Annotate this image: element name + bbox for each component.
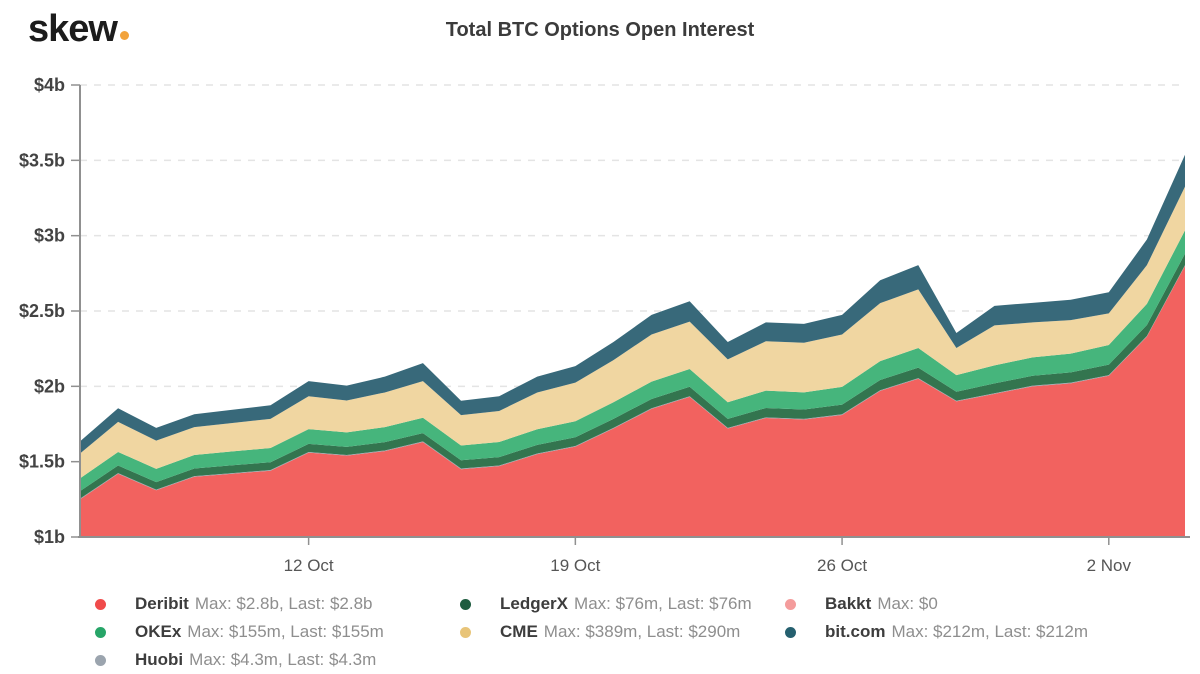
legend-dot-icon (460, 598, 471, 610)
area-ledgerx (80, 253, 1185, 499)
legend-item-bitcom[interactable]: bit.com Max: $212m, Last: $212m (785, 618, 1088, 646)
legend-column-3: Bakkt Max: $0 bit.com Max: $212m, Last: $21… (785, 590, 1088, 646)
legend-item-bakkt[interactable]: Bakkt Max: $0 (785, 590, 1088, 618)
area-cme (80, 186, 1185, 479)
y-axis-label: $3.5b (19, 150, 65, 170)
chart-title: Total BTC Options Open Interest (445, 19, 755, 41)
legend-dot-icon (95, 626, 106, 638)
chart-header: skew Total BTC Options Open Interest (0, 0, 1200, 60)
y-axis-label: $2.5b (19, 301, 65, 321)
legend-item-okex[interactable]: OKEx Max: $155m, Last: $155m (95, 618, 384, 646)
legend-series-stats: Max: $212m, Last: $212m (891, 622, 1088, 641)
legend-series-name: OKEx (135, 622, 182, 641)
legend-column-1: Deribit Max: $2.8b, Last: $2.8b OKEx Max: $… (95, 590, 384, 674)
legend-series-stats: Max: $4.3m, Last: $4.3m (189, 650, 377, 669)
y-axis-label: $3b (34, 226, 65, 246)
legend-series-stats: Max: $389m, Last: $290m (543, 622, 741, 641)
legend-dot-icon (460, 626, 471, 638)
legend-series-stats: Max: $155m, Last: $155m (187, 622, 384, 641)
legend-series-name: Deribit (135, 594, 189, 613)
legend-dot-icon (785, 598, 796, 610)
area-okex (80, 230, 1185, 492)
legend-item-ledgerx[interactable]: LedgerX Max: $76m, Last: $76m (460, 590, 752, 618)
area-deribit (80, 265, 1185, 537)
legend-series-name: LedgerX (500, 594, 569, 613)
stacked-area-chart: $1b $1.5b $2b $2.5b $3b $3.5b $4b 12 Oct 19 Oct 2… (19, 75, 1190, 575)
legend-dot-icon (785, 626, 796, 638)
legend-dot-icon (95, 654, 106, 666)
legend-series-name: Huobi (135, 650, 184, 669)
y-axis-label: $2b (34, 376, 65, 396)
legend-series-name: CME (500, 622, 538, 641)
legend-dot-icon (95, 598, 106, 610)
legend-item-cme[interactable]: CME Max: $389m, Last: $290m (460, 618, 752, 646)
area-bitcom (80, 154, 1185, 454)
legend-series-stats: Max: $2.8b, Last: $2.8b (194, 594, 373, 613)
y-axis-label: $4b (34, 75, 65, 95)
legend-column-2: LedgerX Max: $76m, Last: $76m CME Max: $389… (460, 590, 752, 646)
y-axis-label: $1.5b (19, 452, 65, 472)
x-axis-label: 26 Oct (817, 556, 867, 575)
chart-legend: Deribit Max: $2.8b, Last: $2.8b OKEx Max: $… (0, 590, 1200, 670)
logo-text: skew (28, 8, 118, 50)
y-axis-label: $1b (34, 527, 65, 547)
logo-dot-icon (119, 31, 129, 40)
legend-series-name: bit.com (825, 622, 886, 641)
legend-item-deribit[interactable]: Deribit Max: $2.8b, Last: $2.8b (95, 590, 384, 618)
x-axis-label: 12 Oct (284, 556, 334, 575)
x-axis-label: 2 Nov (1087, 556, 1132, 575)
legend-series-stats: Max: $0 (877, 594, 938, 613)
skew-logo: skew (28, 8, 129, 51)
legend-series-name: Bakkt (825, 594, 872, 613)
legend-series-stats: Max: $76m, Last: $76m (574, 594, 752, 613)
legend-item-huobi[interactable]: Huobi Max: $4.3m, Last: $4.3m (95, 646, 384, 674)
x-axis-label: 19 Oct (550, 556, 600, 575)
